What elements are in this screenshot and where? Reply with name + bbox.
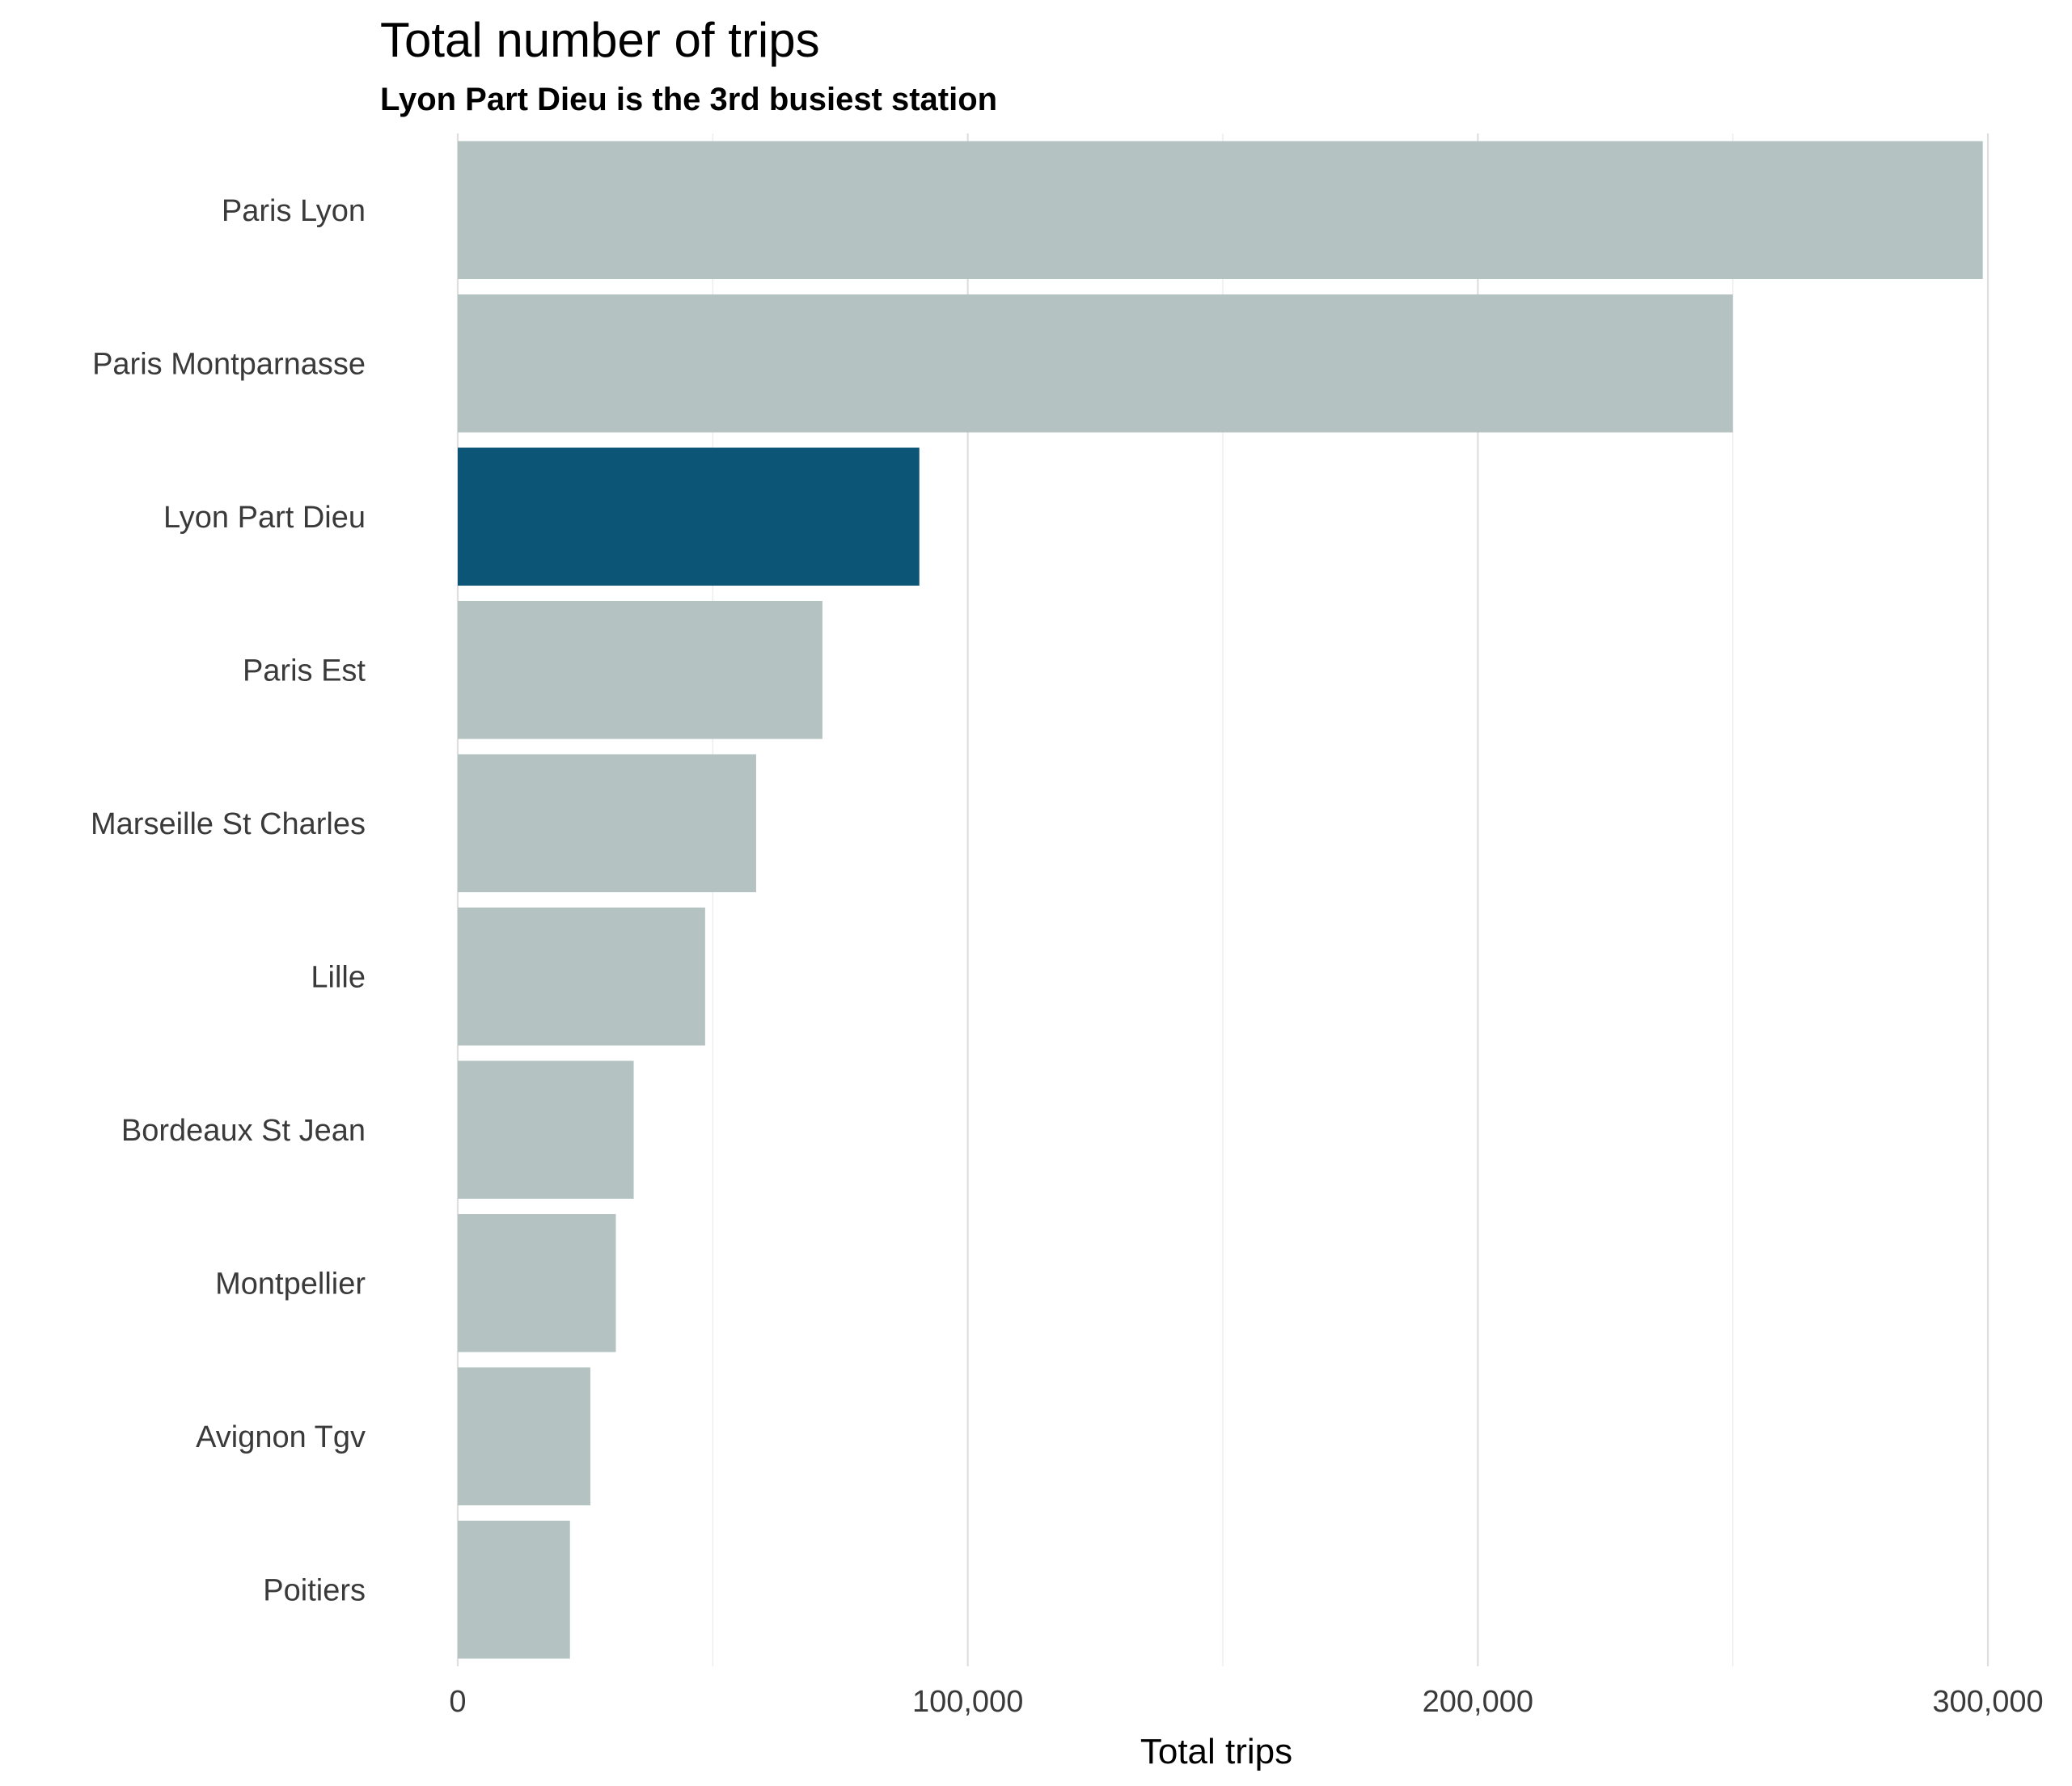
bars xyxy=(458,141,1983,1659)
chart-subtitle: Lyon Part Dieu is the 3rd busiest statio… xyxy=(380,82,997,117)
y-tick-label: Paris Lyon xyxy=(222,194,366,228)
y-tick-label: Lyon Part Dieu xyxy=(163,501,366,535)
x-tick-label: 300,000 xyxy=(1932,1685,2043,1719)
y-tick-label: Paris Montparnasse xyxy=(92,347,366,381)
bar-bordeaux-st-jean xyxy=(458,1060,634,1200)
y-tick-label: Bordeaux St Jean xyxy=(121,1114,366,1148)
bar-marseille-st-charles xyxy=(458,754,756,893)
bar-paris-lyon xyxy=(458,141,1983,280)
y-tick-label: Marseille St Charles xyxy=(91,807,366,841)
chart-title: Total number of trips xyxy=(380,13,820,67)
y-tick-label: Lille xyxy=(311,960,366,994)
x-tick-label: 0 xyxy=(449,1685,466,1719)
y-tick-label: Poitiers xyxy=(263,1573,366,1607)
bar-montpellier xyxy=(458,1213,616,1352)
y-tick-label: Paris Est xyxy=(243,654,366,688)
y-tick-label: Montpellier xyxy=(215,1267,366,1301)
bar-lyon-part-dieu xyxy=(458,447,920,586)
x-tick-label: 100,000 xyxy=(912,1685,1023,1719)
x-axis-title: Total trips xyxy=(1140,1732,1292,1771)
bar-paris-est xyxy=(458,600,822,739)
bar-paris-montparnasse xyxy=(458,294,1733,433)
x-axis-tick-labels: 0 100,000 200,000 300,000 xyxy=(449,1685,2043,1719)
bar-avignon-tgv xyxy=(458,1367,590,1506)
bar-poitiers xyxy=(458,1520,570,1659)
x-tick-label: 200,000 xyxy=(1423,1685,1533,1719)
y-tick-label: Avignon Tgv xyxy=(196,1420,366,1454)
bar-lille xyxy=(458,907,705,1046)
y-axis-tick-labels: Paris Lyon Paris Montparnasse Lyon Part Di… xyxy=(91,194,366,1608)
